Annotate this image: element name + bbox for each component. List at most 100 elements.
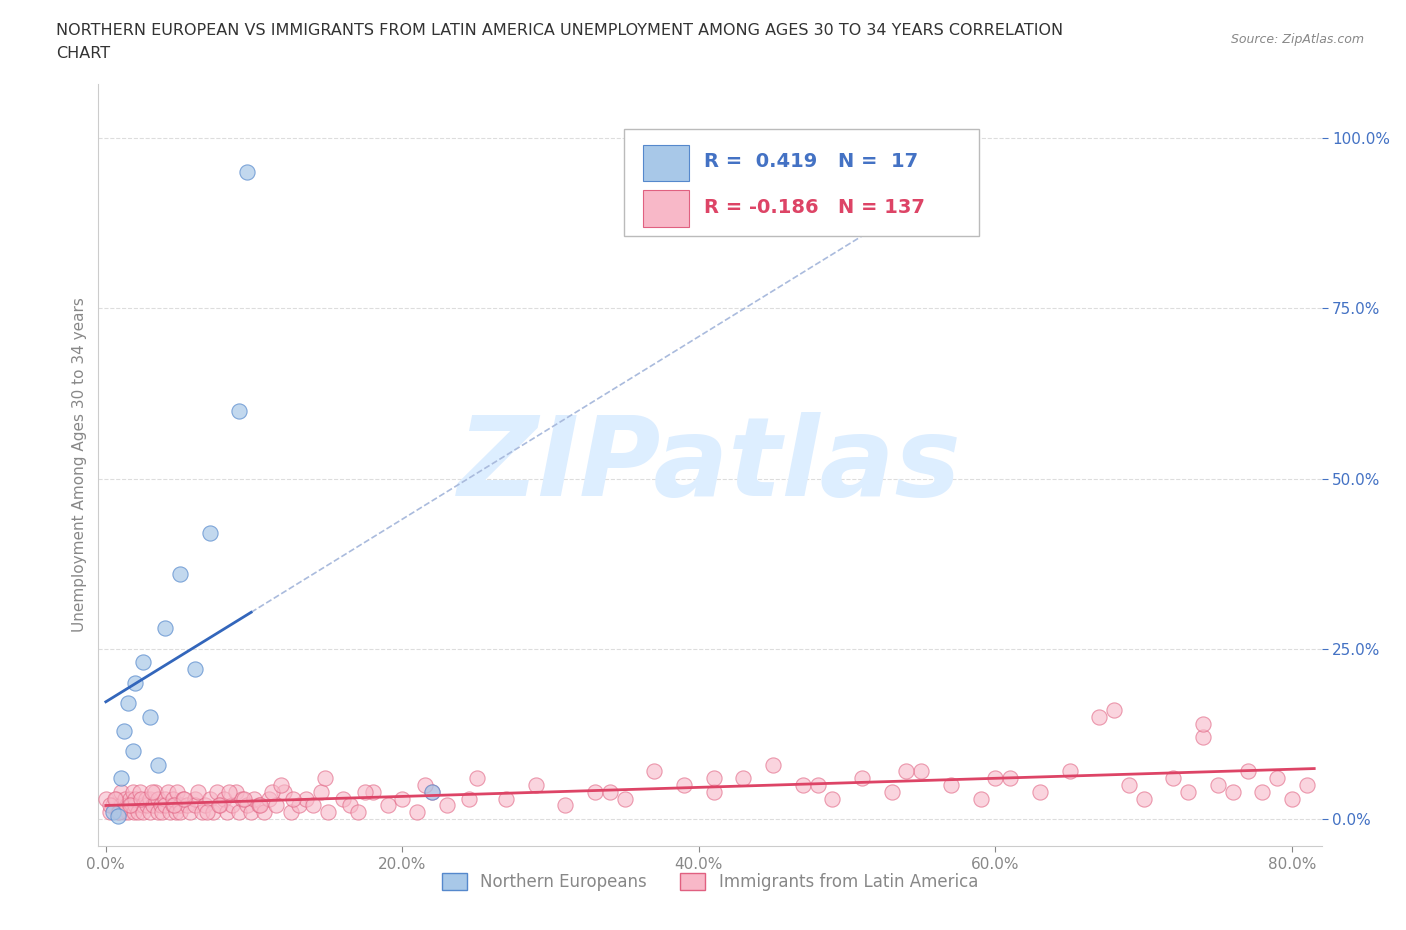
- Point: [184, 798, 207, 813]
- Point: [1236, 764, 1258, 778]
- Point: [361, 784, 384, 799]
- Point: [150, 804, 173, 819]
- Text: ZIPatlas: ZIPatlas: [458, 411, 962, 519]
- Point: [146, 757, 169, 772]
- Point: [124, 798, 146, 813]
- Point: [266, 798, 288, 813]
- Point: [314, 771, 336, 786]
- Point: [94, 791, 117, 806]
- Point: [1251, 784, 1274, 799]
- Point: [112, 724, 135, 738]
- Point: [173, 791, 195, 806]
- Point: [149, 798, 172, 813]
- Point: [235, 165, 257, 179]
- Text: Source: ZipAtlas.com: Source: ZipAtlas.com: [1230, 33, 1364, 46]
- Point: [347, 804, 370, 819]
- Point: [225, 784, 247, 799]
- Point: [214, 791, 236, 806]
- Point: [146, 804, 169, 819]
- Point: [235, 798, 257, 813]
- Point: [673, 777, 696, 792]
- Point: [270, 777, 292, 792]
- Point: [1222, 784, 1244, 799]
- Point: [332, 791, 354, 806]
- Point: [112, 804, 135, 819]
- Point: [643, 764, 665, 778]
- Point: [260, 784, 283, 799]
- Point: [354, 784, 377, 799]
- Point: [316, 804, 339, 819]
- Point: [122, 804, 145, 819]
- Point: [232, 791, 254, 806]
- Legend: Northern Europeans, Immigrants from Latin America: Northern Europeans, Immigrants from Lati…: [441, 873, 979, 891]
- Point: [253, 804, 276, 819]
- Point: [273, 784, 295, 799]
- Point: [1132, 791, 1154, 806]
- Point: [153, 798, 176, 813]
- Text: N =  17: N = 17: [838, 152, 918, 171]
- Point: [157, 784, 180, 799]
- Point: [309, 784, 332, 799]
- Point: [733, 771, 755, 786]
- Point: [703, 771, 725, 786]
- Point: [458, 791, 481, 806]
- Point: [391, 791, 413, 806]
- Point: [413, 777, 436, 792]
- Point: [110, 798, 132, 813]
- Point: [184, 791, 207, 806]
- Text: R =  0.419: R = 0.419: [704, 152, 817, 171]
- Point: [194, 798, 217, 813]
- Point: [1192, 716, 1215, 731]
- Point: [153, 791, 176, 806]
- Point: [218, 784, 240, 799]
- Point: [1295, 777, 1317, 792]
- Point: [184, 662, 207, 677]
- Point: [153, 621, 176, 636]
- Point: [339, 798, 361, 813]
- Point: [880, 784, 903, 799]
- Point: [166, 784, 188, 799]
- Point: [1088, 710, 1111, 724]
- Point: [806, 777, 828, 792]
- Point: [969, 791, 991, 806]
- Point: [159, 804, 181, 819]
- Point: [110, 771, 132, 786]
- Point: [162, 791, 184, 806]
- Point: [117, 804, 139, 819]
- Point: [103, 798, 125, 813]
- FancyBboxPatch shape: [624, 129, 979, 236]
- Point: [896, 764, 918, 778]
- Point: [135, 791, 157, 806]
- Point: [377, 798, 399, 813]
- Point: [792, 777, 814, 792]
- Point: [110, 784, 132, 799]
- Point: [1059, 764, 1081, 778]
- Point: [146, 791, 169, 806]
- Point: [169, 804, 191, 819]
- Point: [124, 791, 146, 806]
- Point: [281, 791, 304, 806]
- Point: [121, 784, 143, 799]
- Point: [295, 791, 318, 806]
- Point: [406, 804, 429, 819]
- Point: [465, 771, 488, 786]
- Point: [910, 764, 932, 778]
- Point: [187, 784, 209, 799]
- Point: [165, 804, 187, 819]
- Point: [201, 804, 224, 819]
- Text: NORTHERN EUROPEAN VS IMMIGRANTS FROM LATIN AMERICA UNEMPLOYMENT AMONG AGES 30 TO: NORTHERN EUROPEAN VS IMMIGRANTS FROM LAT…: [56, 23, 1063, 38]
- Point: [599, 784, 621, 799]
- Point: [105, 791, 128, 806]
- Point: [703, 784, 725, 799]
- Point: [613, 791, 636, 806]
- Point: [240, 804, 263, 819]
- Point: [195, 804, 218, 819]
- Point: [108, 804, 131, 819]
- Point: [179, 804, 201, 819]
- Point: [121, 744, 143, 759]
- Point: [228, 804, 250, 819]
- Point: [169, 566, 191, 581]
- Y-axis label: Unemployment Among Ages 30 to 34 years: Unemployment Among Ages 30 to 34 years: [72, 298, 87, 632]
- Point: [163, 798, 186, 813]
- Point: [257, 791, 280, 806]
